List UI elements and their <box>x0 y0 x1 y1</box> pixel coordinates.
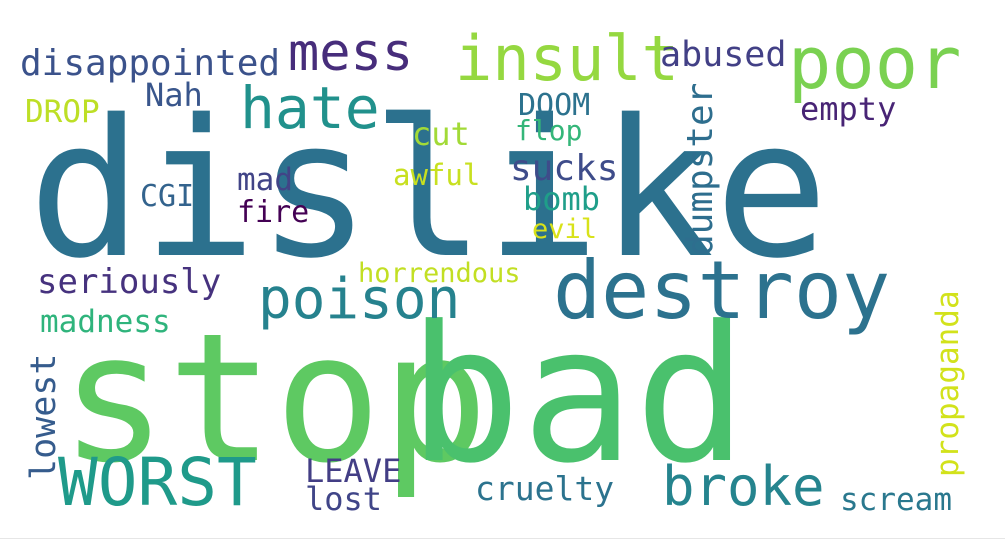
word-nah: Nah <box>145 76 203 114</box>
word-insult: insult <box>455 22 679 95</box>
word-destroy: destroy <box>553 244 890 337</box>
word-fire: fire <box>237 195 309 230</box>
output-divider <box>0 538 1005 539</box>
word-worst: WORST <box>58 444 257 521</box>
word-cgi: CGI <box>140 179 194 214</box>
word-doom: DOOM <box>518 88 590 123</box>
word-poison: poison <box>258 267 460 332</box>
word-stop: stop <box>60 295 489 502</box>
word-broke: broke <box>662 455 825 518</box>
word-horrendous: horrendous <box>358 258 521 289</box>
word-cruelty: cruelty <box>475 469 614 508</box>
word-flop: flop <box>515 114 582 147</box>
word-propaganda: propaganda <box>930 290 966 477</box>
word-madness: madness <box>40 304 171 340</box>
word-mad: mad <box>237 162 293 198</box>
word-evil: evil <box>532 214 597 245</box>
word-leave: LEAVE <box>305 452 401 490</box>
word-empty: empty <box>800 90 896 128</box>
word-cut: cut <box>412 115 470 153</box>
word-poor: poor <box>788 21 961 105</box>
word-hate: hate <box>240 74 380 142</box>
word-bad: bad <box>408 286 748 505</box>
word-sucks: sucks <box>510 148 618 189</box>
word-lost: lost <box>305 480 382 518</box>
word-awful: awful <box>393 158 480 192</box>
word-lowest: lowest <box>24 354 64 480</box>
word-scream: scream <box>840 482 952 518</box>
word-dumpster: dumpster <box>680 83 721 256</box>
word-drop: DROP <box>25 94 100 130</box>
word-bomb: bomb <box>523 180 600 218</box>
word-dislike: dislike <box>28 79 829 300</box>
word-mess: mess <box>288 23 413 83</box>
word-abused: abused <box>660 35 786 75</box>
word-seriously: seriously <box>37 262 221 302</box>
word-disappointed: disappointed <box>20 43 280 84</box>
